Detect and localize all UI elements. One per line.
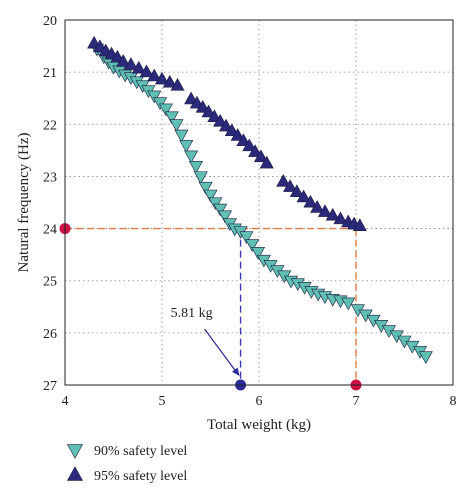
series-90-marker	[341, 297, 356, 311]
series-90-marker	[164, 111, 179, 125]
series-90-marker	[245, 239, 260, 252]
series-90-marker	[188, 161, 203, 174]
series-90-marker	[203, 189, 218, 203]
series-95-marker	[131, 60, 146, 74]
series-90-marker	[251, 247, 266, 260]
series-95-markers	[87, 35, 367, 231]
x-tick-label: 7	[353, 394, 360, 409]
series-90-marker	[158, 103, 173, 117]
x-tick-label: 8	[450, 394, 457, 409]
series-90-marker	[218, 210, 233, 224]
y-tick-label: 20	[43, 14, 57, 29]
series-95-marker	[259, 155, 274, 169]
series-95-marker	[147, 68, 162, 82]
series-90-marker	[179, 140, 194, 153]
series-95-marker	[236, 133, 251, 146]
legend-label-95: 95% safety level	[94, 469, 187, 484]
series-95-marker	[248, 144, 263, 157]
series-95-marker	[170, 78, 185, 91]
series-90-marker	[184, 150, 199, 164]
series-90-marker	[153, 97, 168, 111]
legend-marker-95	[66, 466, 84, 481]
series-95-marker	[230, 128, 245, 141]
series-95-marker	[253, 149, 268, 163]
x-tick-label: 5	[159, 394, 166, 409]
series-95-marker	[296, 189, 311, 203]
series-90-marker	[208, 197, 223, 211]
annotation-arrowhead	[231, 367, 240, 376]
legend-marker-90	[66, 444, 84, 459]
series-95-marker	[162, 74, 177, 88]
series-90-marker	[418, 351, 433, 364]
plot-frame	[64, 19, 454, 386]
y-axis-label: Natural frequency (Hz)	[16, 133, 32, 273]
series-95-marker	[276, 174, 291, 187]
series-95-marker	[283, 179, 298, 192]
x-tick-labels: 4 5 6 7 8	[62, 394, 457, 409]
series-95-marker	[289, 184, 304, 198]
series-95-marker	[139, 64, 154, 78]
y-tick-label: 22	[43, 118, 57, 133]
y-tick-label: 25	[43, 275, 57, 290]
series-95-marker	[325, 207, 340, 221]
x-axis-label: Total weight (kg)	[207, 417, 311, 433]
legend: 90% safety level 95% safety level	[66, 444, 187, 484]
y-tick-label: 27	[43, 379, 57, 394]
series-90-markers	[90, 43, 433, 364]
series-95-marker	[352, 218, 367, 231]
series-90-marker	[239, 231, 254, 245]
annotation-arrow	[204, 328, 240, 376]
x-tick-label: 6	[256, 394, 263, 409]
series-95-marker	[123, 57, 138, 70]
series-90-marker	[213, 203, 228, 217]
y-tick-label: 24	[43, 223, 57, 238]
series-95-marker	[310, 200, 325, 213]
annotation-label: 5.81 kg	[171, 306, 213, 321]
x-tick-label: 4	[62, 394, 69, 409]
y-tick-label: 21	[43, 66, 57, 81]
y-tick-label: 23	[43, 170, 57, 185]
series-95-marker	[333, 211, 348, 225]
annotation: 5.81 kg	[171, 306, 240, 376]
series-90-marker	[193, 171, 208, 185]
series-90-marker	[147, 90, 162, 104]
series-95-marker	[303, 194, 318, 208]
legend-label-90: 90% safety level	[94, 444, 187, 459]
series-95-marker	[317, 204, 332, 217]
series-90-marker	[198, 181, 213, 195]
y-tick-label: 26	[43, 327, 57, 342]
series-90-marker	[169, 119, 184, 132]
series-95-marker	[242, 138, 257, 152]
series-90-marker	[174, 129, 189, 143]
series-95-marker	[116, 54, 131, 67]
y-tick-labels: 20 21 22 23 24 25 26 27	[43, 14, 57, 394]
series-95-marker	[154, 71, 170, 85]
